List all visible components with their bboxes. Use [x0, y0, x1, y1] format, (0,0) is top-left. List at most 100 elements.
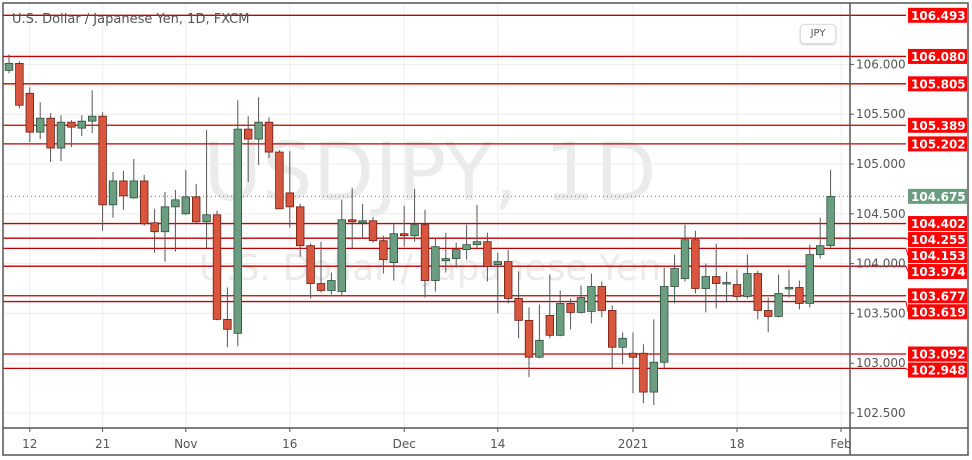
candle[interactable]	[628, 332, 638, 394]
candle[interactable]	[129, 159, 138, 199]
y-tick-label: 104.000	[856, 257, 906, 271]
candle[interactable]	[795, 280, 804, 310]
y-tick-label: 105.000	[856, 157, 906, 171]
candle[interactable]	[108, 171, 118, 218]
candle[interactable]	[576, 285, 586, 314]
candle[interactable]	[691, 230, 700, 294]
candle[interactable]	[399, 205, 409, 247]
candle[interactable]	[254, 97, 263, 165]
candle[interactable]	[67, 120, 76, 148]
candle[interactable]	[264, 117, 274, 159]
candle[interactable]	[191, 183, 201, 223]
candle[interactable]	[98, 112, 107, 231]
candle[interactable]	[25, 87, 34, 143]
candle[interactable]	[805, 244, 814, 308]
candle[interactable]	[826, 169, 835, 248]
candle[interactable]	[618, 332, 627, 365]
candle[interactable]	[202, 130, 211, 249]
candle-body-up	[816, 245, 825, 256]
candle[interactable]	[451, 242, 461, 268]
candle-body-up	[649, 361, 658, 393]
candle-body-down	[795, 287, 804, 304]
candle[interactable]	[493, 252, 502, 314]
x-tick-label: 14	[490, 437, 505, 451]
candle[interactable]	[503, 249, 513, 304]
candle[interactable]	[368, 216, 378, 243]
candle[interactable]	[420, 209, 430, 298]
candle[interactable]	[77, 115, 86, 137]
candle[interactable]	[722, 271, 731, 303]
candle[interactable]	[36, 102, 45, 140]
candle[interactable]	[566, 298, 575, 330]
candle[interactable]	[316, 241, 326, 293]
candle[interactable]	[347, 187, 357, 249]
candle[interactable]	[56, 115, 66, 162]
candle[interactable]	[639, 344, 648, 404]
candle[interactable]	[88, 90, 97, 134]
candle[interactable]	[462, 224, 471, 260]
candle[interactable]	[784, 269, 794, 298]
candle[interactable]	[379, 235, 388, 274]
candle-body-down	[150, 222, 159, 233]
candle[interactable]	[233, 100, 242, 347]
candle[interactable]	[743, 254, 752, 299]
level-label: 103.677	[911, 289, 966, 303]
candle[interactable]	[171, 189, 180, 252]
candle[interactable]	[139, 174, 149, 226]
candle[interactable]	[181, 169, 190, 215]
candle[interactable]	[670, 254, 679, 304]
candle[interactable]	[680, 224, 690, 282]
candle[interactable]	[732, 269, 742, 301]
candle[interactable]	[556, 290, 565, 337]
candle[interactable]	[587, 273, 596, 324]
candle[interactable]	[712, 243, 721, 309]
candle[interactable]	[285, 151, 294, 228]
candle[interactable]	[597, 281, 606, 318]
candle[interactable]	[649, 319, 658, 406]
candle[interactable]	[119, 170, 128, 210]
candle[interactable]	[15, 61, 24, 109]
candle[interactable]	[431, 238, 440, 292]
candle-body-down	[545, 314, 554, 336]
candle-body-up	[389, 233, 398, 264]
candle[interactable]	[753, 270, 762, 320]
candle[interactable]	[358, 203, 367, 238]
candle[interactable]	[535, 304, 544, 359]
candle[interactable]	[150, 208, 159, 253]
candle[interactable]	[608, 305, 617, 369]
candle[interactable]	[4, 54, 14, 74]
candle[interactable]	[816, 217, 825, 259]
candle[interactable]	[389, 222, 398, 281]
candle[interactable]	[243, 116, 253, 182]
currency-badge[interactable]: JPY	[800, 24, 836, 44]
candle[interactable]	[46, 113, 55, 163]
candle-body-down	[691, 239, 700, 289]
candle[interactable]	[337, 199, 346, 296]
candle[interactable]	[410, 188, 419, 242]
candle[interactable]	[212, 210, 222, 321]
candle[interactable]	[483, 232, 492, 282]
candle[interactable]	[545, 274, 554, 339]
candle[interactable]	[306, 243, 315, 299]
candle[interactable]	[774, 274, 783, 318]
candle[interactable]	[701, 263, 710, 313]
candle-body-up	[535, 339, 544, 358]
y-tick-label: 106.000	[856, 57, 906, 71]
candle[interactable]	[524, 307, 534, 378]
candle[interactable]	[223, 287, 232, 348]
candle-body-down	[597, 286, 606, 311]
candle[interactable]	[295, 203, 305, 257]
candle[interactable]	[764, 297, 773, 333]
candle[interactable]	[441, 232, 450, 273]
candle[interactable]	[160, 191, 170, 262]
candle-body-down	[316, 283, 326, 291]
candle[interactable]	[275, 150, 284, 210]
y-tick-label: 103.000	[856, 356, 906, 370]
candle-body-up	[743, 273, 752, 297]
candle[interactable]	[327, 272, 336, 295]
candle[interactable]	[514, 271, 523, 339]
candle[interactable]	[660, 267, 669, 369]
candle[interactable]	[472, 204, 482, 250]
